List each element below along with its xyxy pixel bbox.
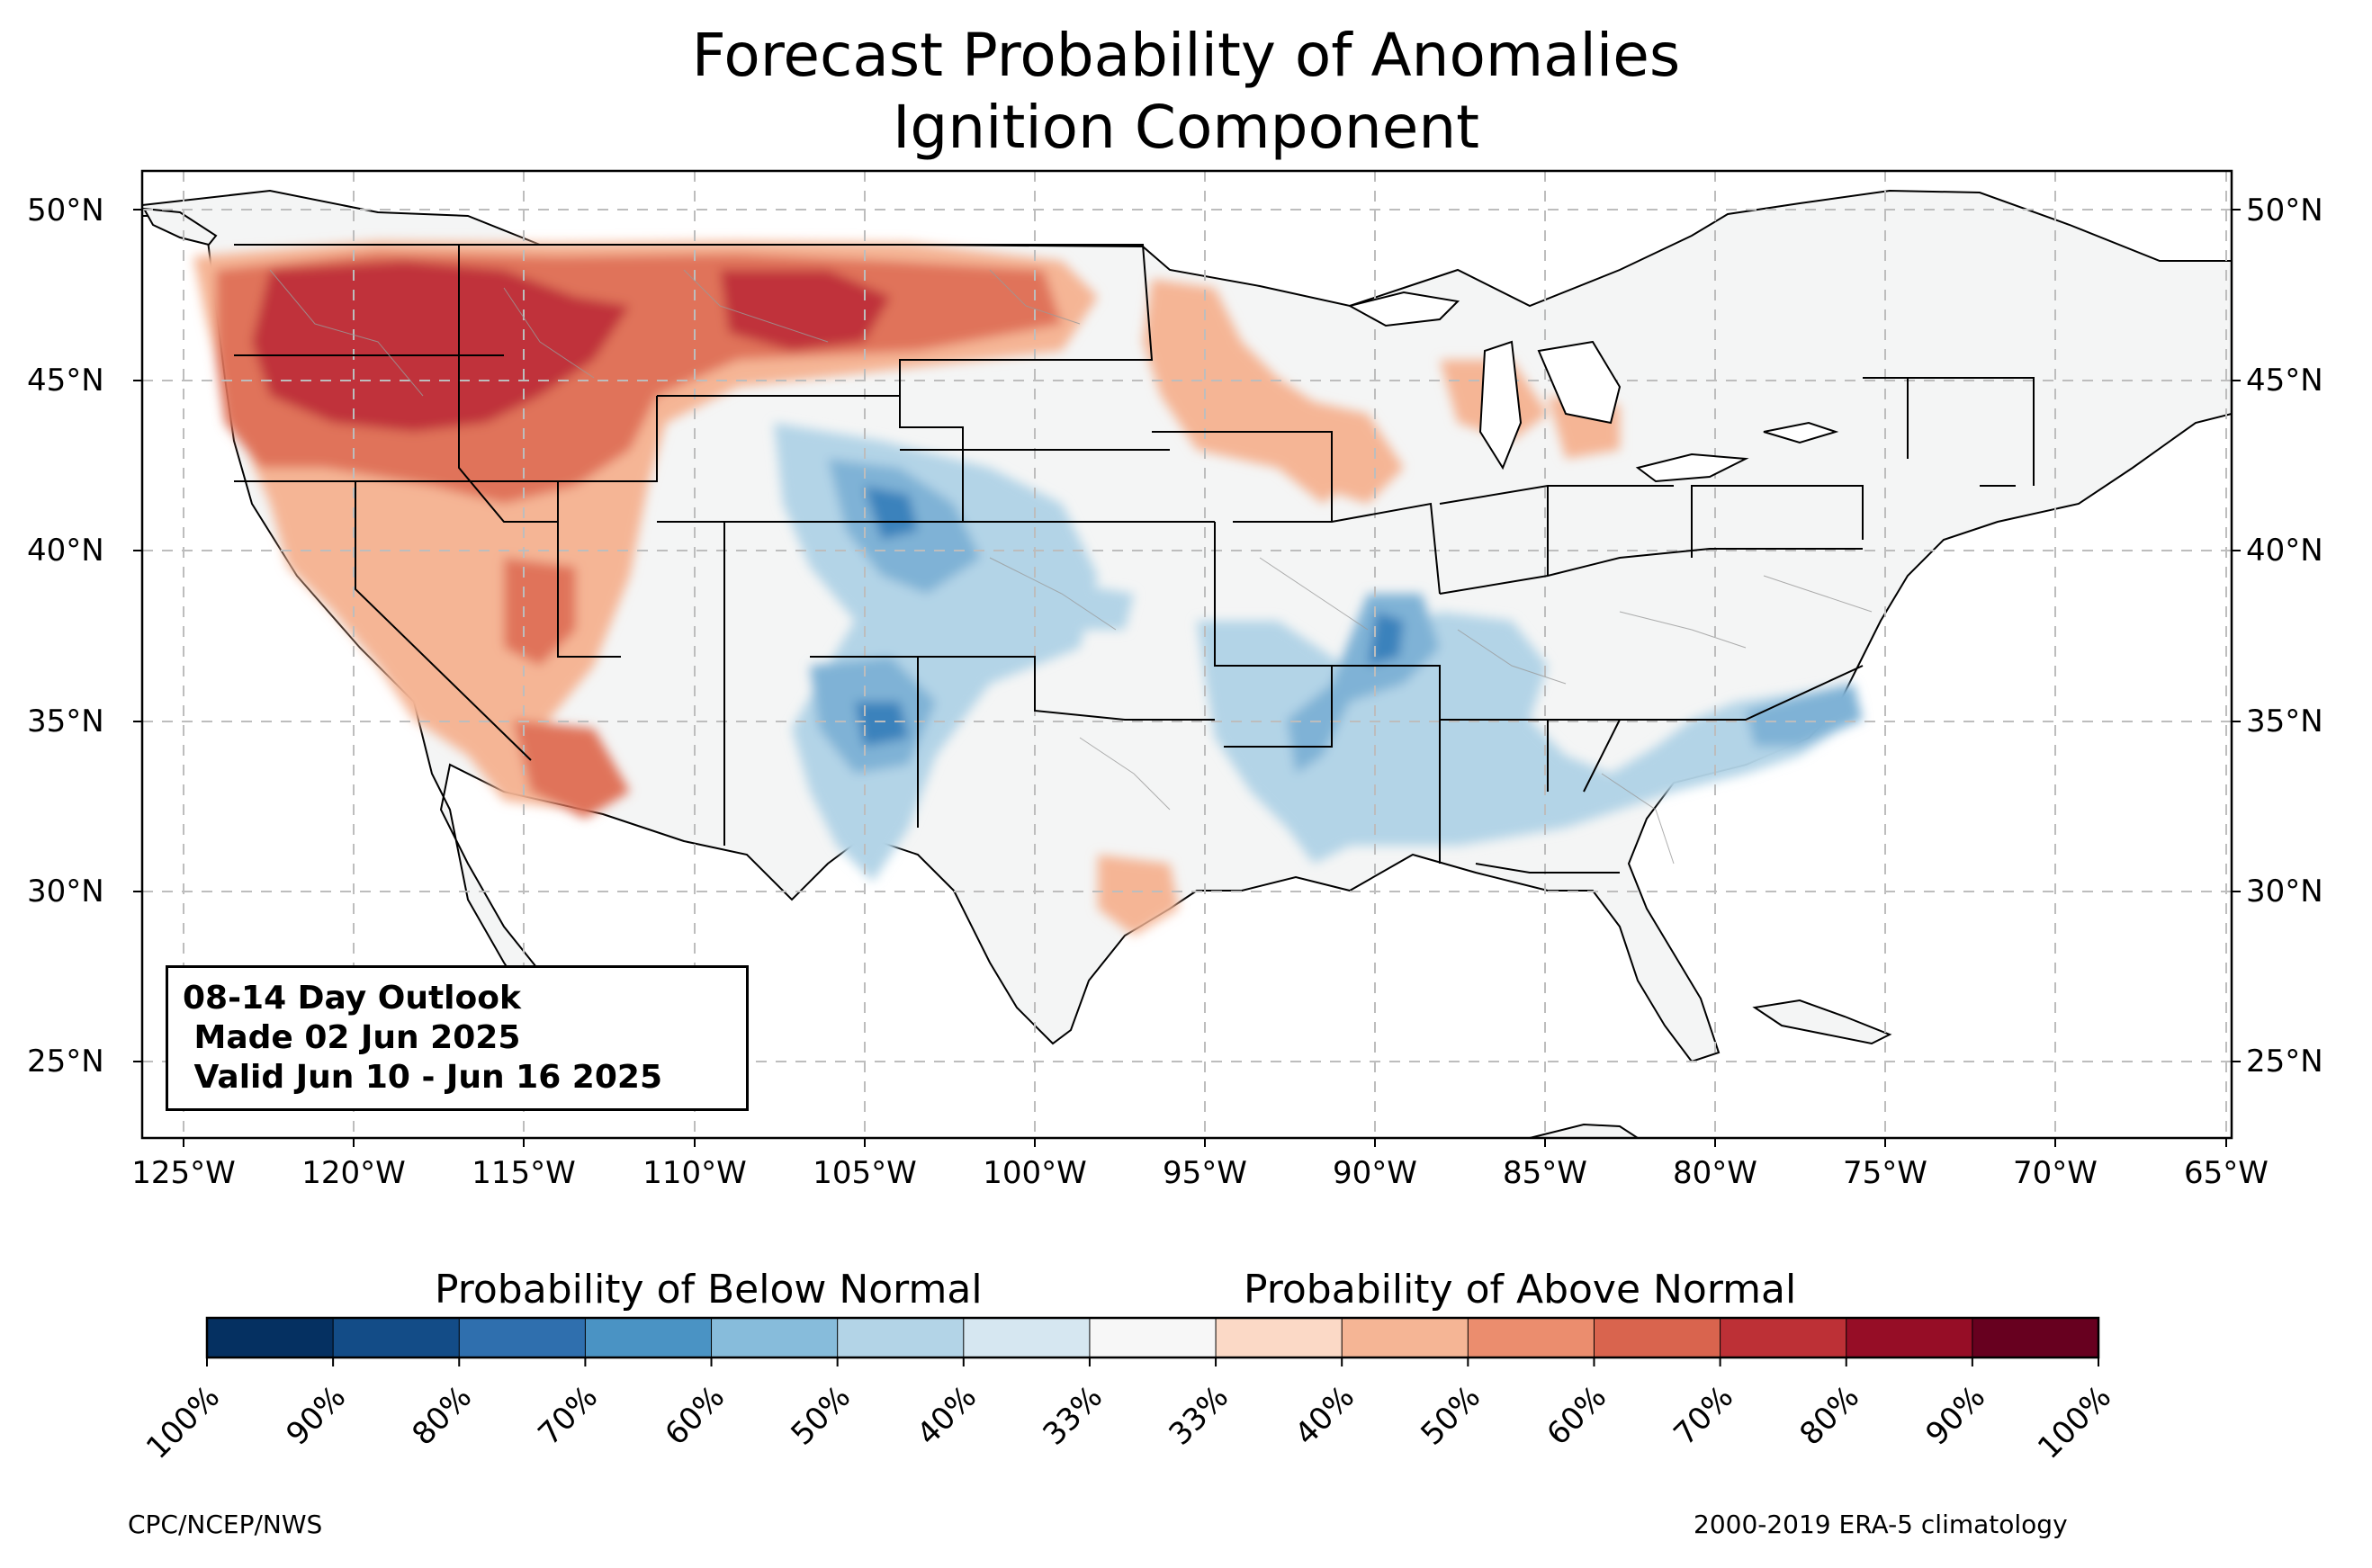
title-line-1: Forecast Probability of Anomalies (691, 21, 1681, 90)
lat-label-right-35: 35°N (2246, 703, 2323, 739)
lat-label-right-45: 45°N (2246, 363, 2323, 399)
lon-label-65: 65°W (2184, 1155, 2269, 1191)
county-lines (269, 269, 1873, 865)
colorbar-swatch (837, 1318, 965, 1357)
outlook-info-box: 08-14 Day Outlook Made 02 Jun 2025 Valid… (166, 965, 749, 1111)
state-borders (234, 244, 2035, 874)
outlook-valid-range: Valid Jun 10 - Jun 16 2025 (183, 1059, 663, 1096)
below-normal-shading (774, 423, 1863, 882)
lat-label-right-25: 25°N (2246, 1044, 2323, 1080)
lat-label-left-30: 30°N (27, 874, 104, 909)
lon-label-105: 105°W (813, 1155, 917, 1191)
lon-label-70: 70°W (2013, 1155, 2098, 1191)
colorbar-swatch (1846, 1318, 1973, 1357)
vancouver-island (142, 207, 218, 246)
colorbar (206, 1318, 2099, 1366)
colorbar-swatch (1720, 1318, 1847, 1357)
colorbar-frame (205, 1316, 2100, 1359)
lat-label-left-50: 50°N (27, 193, 104, 228)
lon-label-115: 115°W (472, 1155, 576, 1191)
lon-label-125: 125°W (131, 1155, 236, 1191)
axis-ticks (133, 209, 2241, 1147)
colorbar-swatch (1972, 1318, 2099, 1357)
colorbar-swatch (1342, 1318, 1469, 1357)
lat-label-left-45: 45°N (27, 363, 104, 399)
colorbar-swatch (585, 1318, 713, 1357)
colorbar-below-label: Probability of Below Normal (435, 1267, 983, 1313)
lon-label-120: 120°W (301, 1155, 406, 1191)
lat-label-right-40: 40°N (2246, 533, 2323, 569)
lon-label-75: 75°W (1843, 1155, 1927, 1191)
title-line-2: Ignition Component (892, 93, 1480, 162)
lon-label-100: 100°W (983, 1155, 1087, 1191)
lon-label-110: 110°W (642, 1155, 747, 1191)
colorbar-swatch (1089, 1318, 1217, 1357)
lon-label-80: 80°W (1673, 1155, 1757, 1191)
colorbar-swatch (963, 1318, 1091, 1357)
lat-label-left-35: 35°N (27, 703, 104, 739)
yucatan-land (1529, 1123, 1640, 1138)
colorbar-swatch (711, 1318, 839, 1357)
lat-label-right-30: 30°N (2246, 874, 2323, 909)
lon-label-85: 85°W (1503, 1155, 1587, 1191)
lat-label-left-25: 25°N (27, 1044, 104, 1080)
colorbar-swatch (207, 1318, 334, 1357)
cuba-land (1752, 999, 1892, 1045)
colorbar-swatch (333, 1318, 460, 1357)
lat-label-left-40: 40°N (27, 533, 104, 569)
colorbar-swatch (459, 1318, 586, 1357)
footer-climatology: 2000-2019 ERA-5 climatology (1694, 1510, 2068, 1539)
map-frame (140, 169, 2233, 1140)
colorbar-swatch (1468, 1318, 1595, 1357)
outlook-made-date: Made 02 Jun 2025 (183, 1019, 521, 1056)
above-normal-shading (193, 241, 1620, 936)
lon-label-90: 90°W (1333, 1155, 1417, 1191)
graticule (142, 171, 2232, 1138)
footer-source: CPC/NCEP/NWS (128, 1510, 323, 1539)
great-lakes (1347, 291, 1839, 483)
lat-label-right-50: 50°N (2246, 193, 2323, 228)
colorbar-swatch (1594, 1318, 1721, 1357)
outlook-period: 08-14 Day Outlook (183, 980, 521, 1017)
colorbar-above-label: Probability of Above Normal (1244, 1267, 1797, 1313)
lon-label-95: 95°W (1163, 1155, 1247, 1191)
colorbar-swatch (1216, 1318, 1343, 1357)
